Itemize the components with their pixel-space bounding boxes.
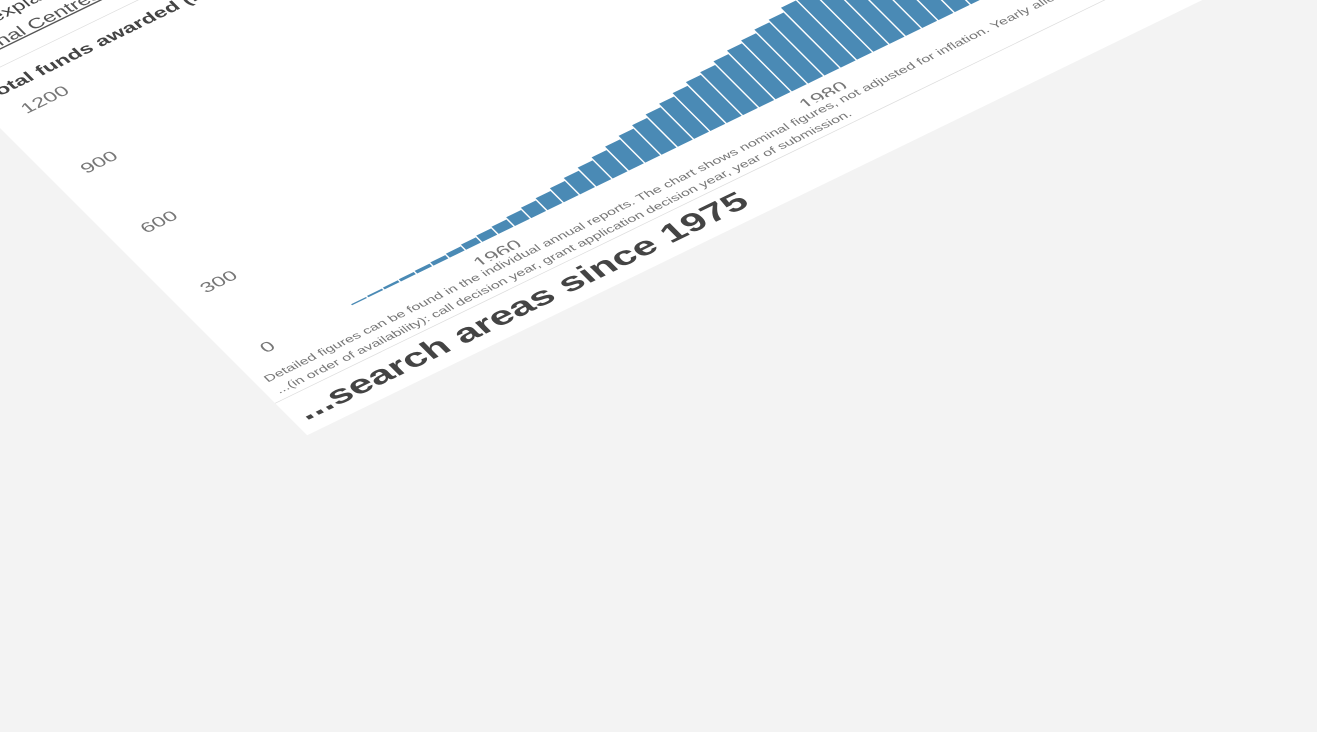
- bar-1972: [645, 107, 693, 147]
- bar-1971: [632, 117, 677, 155]
- bar-series: [351, 0, 987, 306]
- bar-1968: [591, 150, 628, 179]
- y-tick-label: 0: [256, 338, 280, 356]
- bar-1974: [672, 85, 726, 131]
- bar-1956: [414, 263, 433, 274]
- bar-1976: [700, 65, 758, 116]
- bar-1985: [818, 0, 905, 44]
- bar-1959: [460, 237, 482, 250]
- bar-1961: [491, 219, 514, 234]
- bar-1973: [659, 96, 710, 139]
- y-tick-label: 600: [136, 207, 182, 236]
- bar-1957: [430, 255, 449, 266]
- bar-1986: [830, 0, 921, 36]
- y-tick-label: 300: [196, 267, 242, 296]
- bar-1970: [618, 128, 661, 163]
- bar-1977: [713, 54, 775, 108]
- bar-1963: [520, 200, 547, 219]
- bar-1967: [577, 160, 612, 187]
- bar-1952: [351, 296, 367, 306]
- bar-1953: [366, 288, 384, 298]
- bar-1958: [445, 246, 465, 258]
- bar-1964: [535, 190, 563, 211]
- bar-1984: [805, 0, 889, 52]
- bar-1960: [476, 228, 498, 242]
- bar-1955: [398, 271, 416, 282]
- bar-1954: [382, 280, 400, 290]
- bar-1981: [768, 12, 840, 76]
- bar-1987: [841, 0, 938, 28]
- bar-1962: [506, 209, 530, 227]
- bar-1975: [685, 74, 742, 124]
- bar-1980: [754, 22, 824, 84]
- bar-1966: [563, 170, 596, 195]
- bar-1965: [549, 181, 579, 203]
- bar-1979: [741, 33, 807, 92]
- bar-1969: [605, 139, 644, 171]
- bar-chart: Total funds awarded (in CHF millions) 03…: [0, 0, 987, 356]
- bar-1983: [793, 0, 872, 60]
- y-tick-label: 900: [76, 148, 122, 177]
- chart-section: ...gely explains the decl... National Ce…: [0, 0, 1317, 436]
- bar-1978: [726, 43, 791, 100]
- bar-1982: [780, 0, 856, 68]
